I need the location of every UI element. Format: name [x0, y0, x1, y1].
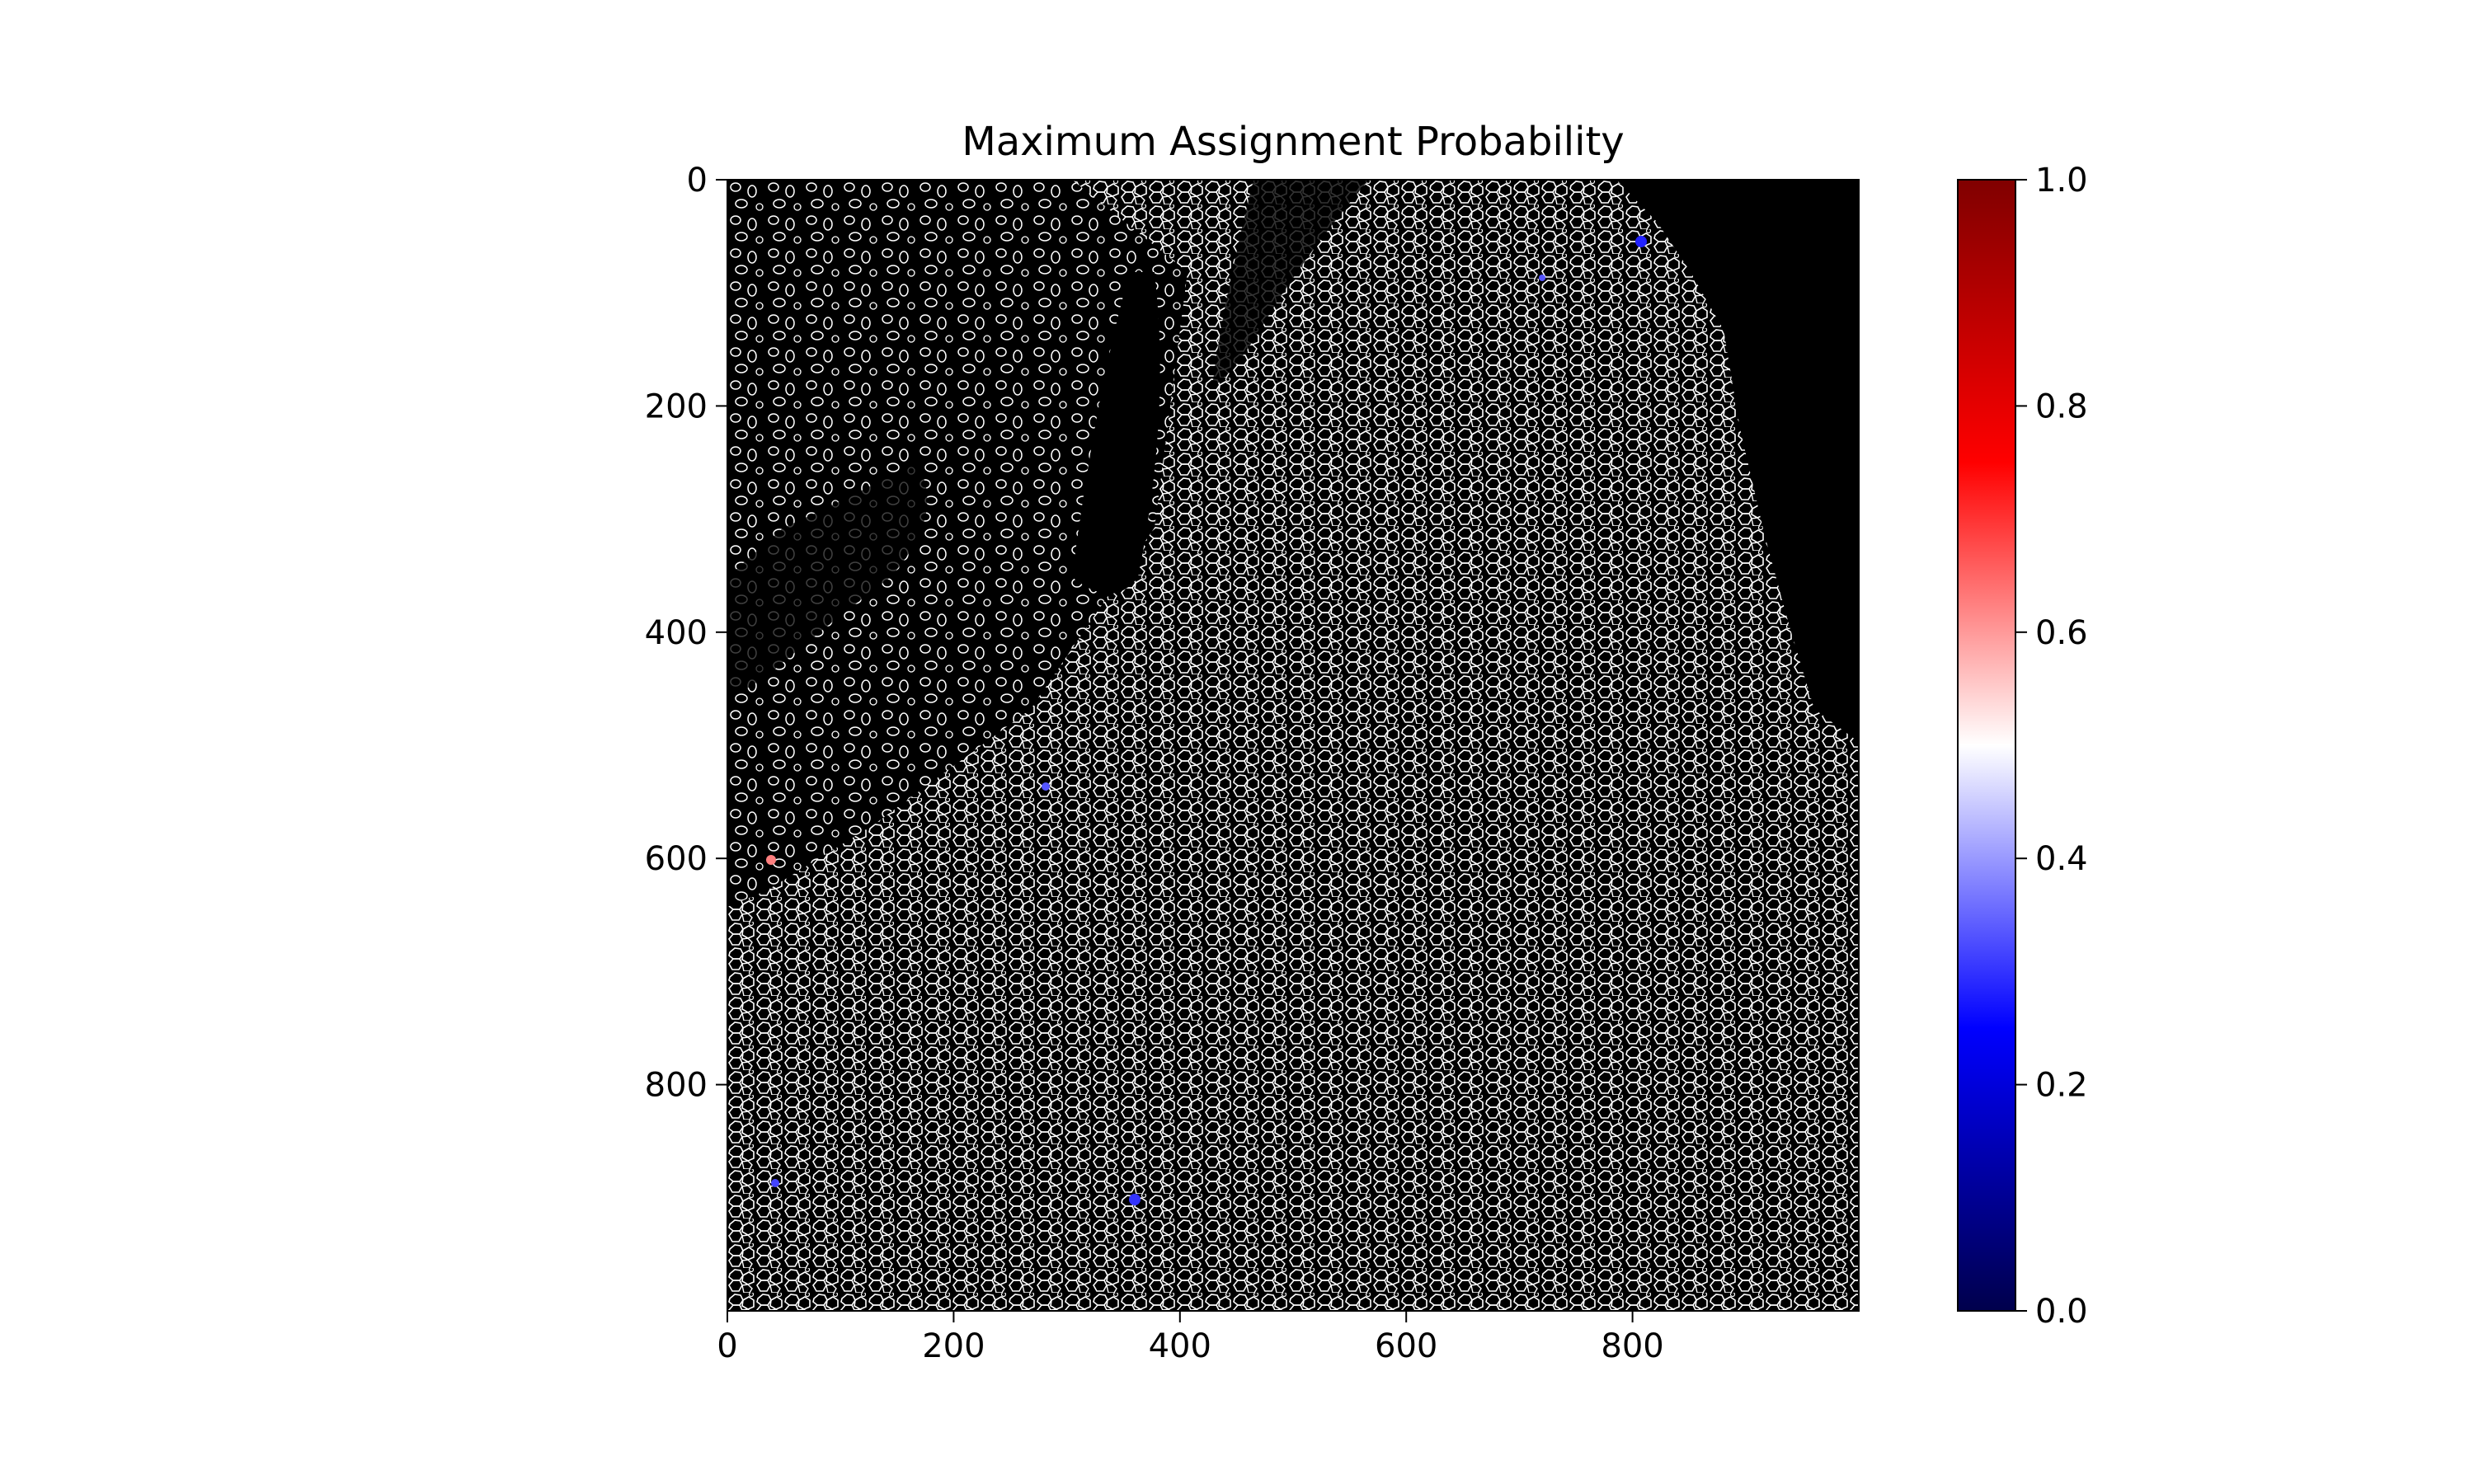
sparse-cell-region — [727, 180, 1188, 907]
plot-frame — [727, 179, 1860, 1312]
x-tick-label: 400 — [1149, 1327, 1211, 1365]
colorbar — [1957, 179, 2016, 1312]
y-tick-label: 0 — [687, 162, 708, 200]
x-tick-label: 0 — [717, 1327, 737, 1365]
dark-vessel-region — [1072, 272, 1160, 594]
x-tick-label: 600 — [1375, 1327, 1437, 1365]
y-tick-label: 600 — [645, 840, 708, 878]
low-probability-cell — [771, 1179, 779, 1187]
low-probability-cell — [1635, 236, 1647, 247]
colorbar-tick-label: 0.4 — [2035, 840, 2088, 878]
x-tick-label: 800 — [1601, 1327, 1663, 1365]
x-tick-label: 200 — [922, 1327, 985, 1365]
y-tick-label: 200 — [645, 387, 708, 425]
chart-title: Maximum Assignment Probability — [962, 119, 1624, 165]
dark-band-region — [727, 462, 928, 701]
colorbar-tick-label: 0.2 — [2035, 1067, 2088, 1105]
x-axis: 0 200 400 600 800 — [717, 1311, 1664, 1365]
low-probability-cell — [1129, 1194, 1141, 1205]
colorbar-tick-label: 0.6 — [2035, 614, 2088, 652]
heatmap-image — [727, 180, 1859, 1311]
colorbar-tick-label: 1.0 — [2035, 162, 2088, 200]
empty-region-top-right — [1616, 180, 1859, 742]
low-probability-cell — [1042, 782, 1050, 791]
y-tick-label: 400 — [645, 614, 708, 652]
y-axis: 0 200 400 600 800 — [645, 162, 727, 1105]
low-probability-cell — [1539, 275, 1545, 281]
y-tick-label: 800 — [645, 1067, 708, 1105]
colorbar-tick-label: 0.8 — [2035, 387, 2088, 425]
colorbar-tick-label: 0.0 — [2035, 1293, 2088, 1331]
colorbar-axis: 0.0 0.2 0.4 0.6 0.8 1.0 — [2015, 162, 2088, 1331]
dark-streak-region — [1212, 180, 1369, 387]
high-probability-cell — [766, 855, 776, 865]
